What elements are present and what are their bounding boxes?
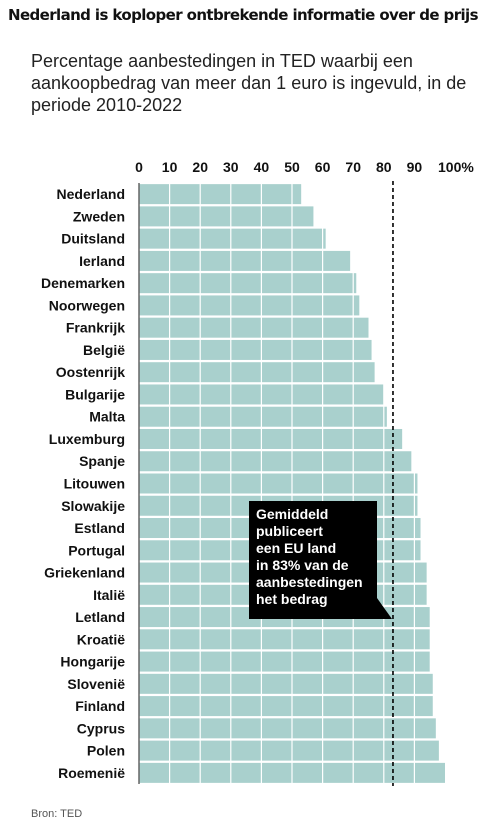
bar [139, 340, 372, 360]
category-label: Duitsland [61, 231, 125, 247]
x-tick-label: 10 [162, 159, 178, 175]
source-note: Bron: TED [31, 808, 82, 820]
category-label: Cyprus [77, 720, 125, 736]
x-tick-label: 90 [407, 159, 423, 175]
category-label: Italië [93, 587, 125, 603]
category-label: België [83, 342, 125, 358]
category-label: Spanje [79, 453, 125, 469]
category-label: Bulgarije [65, 386, 125, 402]
x-tick-label: 20 [192, 159, 208, 175]
bar [139, 674, 433, 694]
category-label: Ierland [79, 253, 125, 269]
bar-chart: 0 10 20 30 40 50 60 70 80 90 100% Nederland Zweden Du… [0, 0, 499, 800]
bar [139, 629, 430, 649]
category-label: Estland [74, 520, 125, 536]
x-tick-label: 40 [254, 159, 270, 175]
annotation-line: in 83% van de [256, 557, 377, 574]
category-label: Nederland [57, 186, 125, 202]
x-tick-label: 50 [284, 159, 300, 175]
category-label: Hongarije [60, 654, 125, 670]
category-label: Noorwegen [49, 297, 125, 313]
x-tick-label: 100% [438, 159, 474, 175]
annotation-line: aanbestedingen [256, 574, 377, 591]
x-tick-label: 0 [135, 159, 143, 175]
bar [139, 273, 356, 293]
bar [139, 652, 430, 672]
category-label: Zweden [73, 208, 125, 224]
bar [139, 451, 411, 471]
annotation-line: publiceert [256, 523, 377, 540]
category-label: Slovenië [67, 676, 125, 692]
bar [139, 206, 313, 226]
bar [139, 295, 359, 315]
bar [139, 229, 326, 249]
annotation-line: het bedrag [256, 591, 377, 608]
bar [139, 741, 439, 761]
bar [139, 474, 417, 494]
category-label: Slowakije [61, 498, 125, 514]
bar [139, 318, 369, 338]
category-label: Portugal [68, 542, 125, 558]
bar [139, 251, 350, 271]
category-label: Kroatië [77, 631, 125, 647]
x-tick-label: 30 [223, 159, 239, 175]
bar [139, 362, 375, 382]
annotation-line: een EU land [256, 540, 377, 557]
bar [139, 184, 301, 204]
category-label: Polen [87, 743, 125, 759]
category-label: Roemenië [58, 765, 125, 781]
average-annotation: Gemiddeld publiceert een EU land in 83% … [249, 501, 377, 619]
bar [139, 429, 402, 449]
bar [139, 696, 433, 716]
category-label: Denemarken [41, 275, 125, 291]
category-label: Litouwen [64, 476, 125, 492]
category-label: Griekenland [44, 565, 125, 581]
category-label: Letland [75, 609, 125, 625]
category-label: Oostenrijk [56, 364, 125, 380]
x-tick-label: 70 [345, 159, 361, 175]
category-label: Luxemburg [49, 431, 125, 447]
bar [139, 718, 436, 738]
category-label: Frankrijk [66, 320, 125, 336]
x-tick-label: 80 [376, 159, 392, 175]
x-tick-label: 60 [315, 159, 331, 175]
annotation-line: Gemiddeld [256, 506, 377, 523]
category-label: Malta [89, 409, 125, 425]
bar [139, 407, 387, 427]
category-label: Finland [75, 698, 125, 714]
